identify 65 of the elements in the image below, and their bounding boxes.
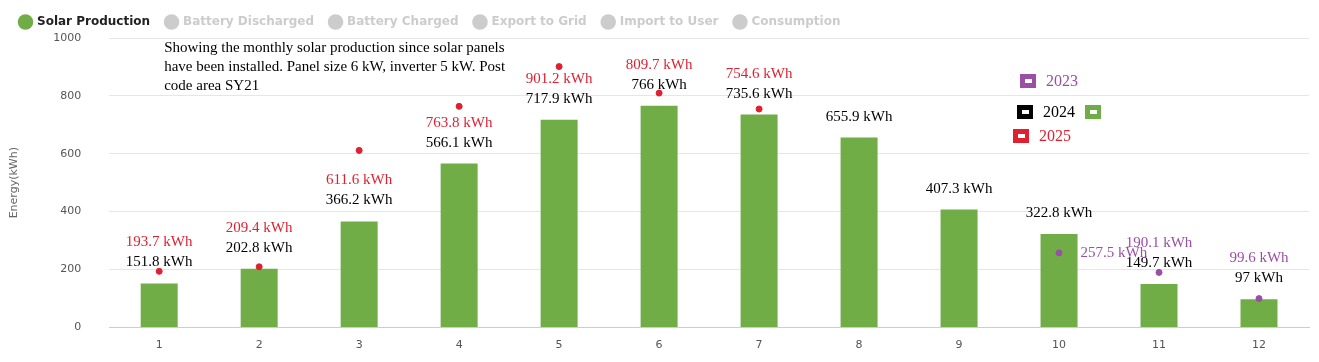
data-label: 407.3 kWh — [925, 179, 993, 196]
data-label: 566.1 kWh — [425, 133, 493, 150]
x-tick-label: 3 — [355, 337, 363, 351]
data-label: 202.8 kWh — [225, 238, 293, 255]
point — [1055, 249, 1063, 257]
data-label: 763.8 kWh — [425, 113, 493, 130]
data-label: 193.7 kWh — [125, 233, 194, 250]
bar — [1040, 233, 1078, 327]
data-label: 99.6 kWh — [1229, 249, 1290, 266]
point — [755, 105, 763, 113]
x-tick-label: 9 — [955, 337, 963, 351]
data-label: 97 kWh — [1235, 269, 1284, 286]
point — [355, 146, 363, 154]
bar — [1240, 299, 1278, 327]
data-label: 754.6 kWh — [725, 64, 793, 81]
x-tick-label: 8 — [855, 337, 863, 351]
data-label: 901.2 kWh — [525, 69, 593, 86]
point — [155, 267, 163, 275]
legend-label: Solar Production — [37, 14, 151, 29]
annotation: 2024 — [1043, 103, 1075, 121]
x-tick-label: 1 — [155, 337, 163, 351]
x-tick-label: 4 — [455, 337, 463, 351]
x-tick-label: 2 — [255, 337, 263, 351]
bar — [640, 105, 678, 327]
annotation: Showing the monthly solar production since solar panels have been installed. Panel size 6 kW, inverter 5 kW. Post code area SY21 — [164, 39, 506, 94]
point — [1255, 295, 1263, 303]
data-label: 717.9 kWh — [525, 89, 593, 106]
point — [1155, 268, 1163, 276]
x-tick-label: 10 — [1052, 337, 1067, 351]
y-axis-title: Energy(kWh) — [7, 147, 21, 219]
y-tick-label: 1000 — [53, 30, 82, 44]
data-label: 151.8 kWh — [125, 253, 194, 270]
y-tick-label: 0 — [74, 320, 82, 334]
x-tick-label: 7 — [755, 337, 763, 351]
bar — [740, 114, 778, 327]
legend-label: 2025 — [1039, 127, 1071, 145]
bar — [1140, 284, 1178, 327]
data-label: 735.6 kWh — [725, 84, 793, 101]
bar — [140, 283, 178, 327]
y-tick-label: 800 — [60, 88, 82, 102]
bar — [340, 221, 378, 327]
legend-label: 2023 — [1046, 72, 1078, 90]
bar — [440, 163, 478, 327]
data-label: 766 kWh — [631, 75, 688, 92]
y-tick-label: 600 — [60, 146, 82, 160]
data-label: 809.7 kWh — [625, 55, 693, 72]
point — [655, 89, 663, 97]
point — [255, 263, 263, 271]
x-tick-label: 11 — [1152, 337, 1167, 351]
data-label: 322.8 kWh — [1025, 203, 1093, 220]
point — [455, 102, 463, 110]
data-label: 655.9 kWh — [825, 107, 893, 124]
y-tick-label: 400 — [60, 204, 82, 218]
bar — [540, 119, 578, 327]
bar — [840, 137, 878, 327]
data-label: 366.2 kWh — [325, 191, 393, 208]
point — [555, 63, 563, 71]
data-label: 209.4 kWh — [225, 218, 293, 235]
x-tick-label: 12 — [1252, 337, 1267, 351]
data-label: 611.6 kWh — [326, 171, 393, 188]
bar — [940, 209, 978, 327]
x-tick-label: 6 — [655, 337, 663, 351]
x-tick-label: 5 — [555, 337, 563, 351]
bar — [240, 268, 278, 327]
y-tick-label: 200 — [60, 262, 82, 276]
